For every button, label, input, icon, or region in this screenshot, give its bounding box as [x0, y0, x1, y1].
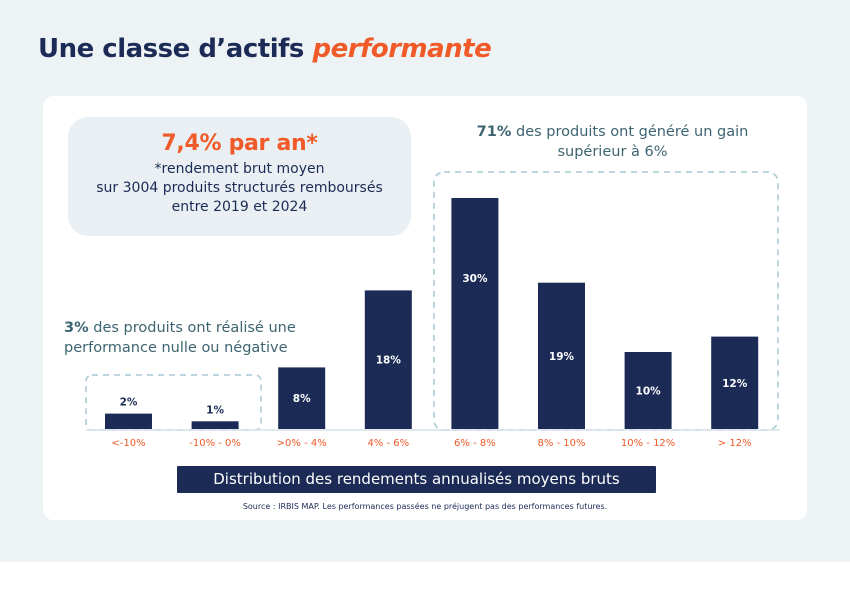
category-label: 6% - 8%: [454, 438, 496, 449]
page-title: Une classe d’actifs performante: [38, 34, 492, 64]
bar-value-label: 2%: [120, 397, 138, 409]
bar-value-label: 18%: [376, 355, 402, 367]
category-label: <-10%: [111, 438, 145, 449]
low-performance-annotation: 3% des produits ont réalisé une performa…: [64, 318, 314, 358]
footnote-line-2: sur 3004 produits structurés remboursés: [96, 180, 383, 196]
high-gain-text: des produits ont généré un gain supérieu…: [511, 124, 749, 160]
bar-1: [191, 421, 239, 429]
average-return-box: 7,4% par an* *rendement brut moyen sur 3…: [68, 117, 411, 236]
average-return-headline: 7,4% par an*: [161, 131, 318, 156]
source-note: Source : IRBIS MAP. Les performances pas…: [242, 502, 608, 511]
footnote-line-1: *rendement brut moyen: [154, 161, 325, 177]
category-label: -10% - 0%: [189, 438, 241, 449]
bar-4: [451, 198, 499, 429]
bar-value-label: 8%: [293, 393, 311, 405]
high-gain-percent: 71%: [476, 124, 512, 140]
low-performance-percent: 3%: [64, 320, 89, 336]
bar-value-label: 30%: [462, 273, 488, 285]
category-label: 8% - 10%: [537, 438, 585, 449]
category-label: >0% - 4%: [277, 438, 327, 449]
average-return-footnote: *rendement brut moyen sur 3004 produits …: [68, 160, 411, 217]
bar-value-label: 10%: [636, 386, 662, 398]
bar-5: [538, 282, 585, 429]
category-label: 4% - 6%: [367, 438, 409, 449]
bar-3: [364, 290, 412, 429]
bar-value-label: 1%: [206, 404, 224, 416]
low-group-dashed-box: [85, 374, 262, 431]
bar-7: [711, 336, 759, 429]
category-label: > 12%: [718, 438, 752, 449]
bar-value-label: 12%: [722, 378, 748, 390]
chart-title-banner: Distribution des rendements annualisés m…: [177, 466, 656, 493]
low-performance-text: des produits ont réalisé une performance…: [64, 320, 296, 356]
footnote-line-3: entre 2019 et 2024: [171, 199, 308, 215]
high-gain-annotation: 71% des produits ont généré un gain supé…: [440, 122, 785, 162]
category-label: 10% - 12%: [621, 438, 675, 449]
title-main: Une classe d’actifs: [38, 34, 313, 64]
bar-0: [105, 413, 152, 429]
bar-2: [278, 367, 326, 429]
title-accent: performante: [312, 34, 492, 64]
bar-value-label: 19%: [549, 351, 575, 363]
bar-6: [624, 352, 672, 429]
